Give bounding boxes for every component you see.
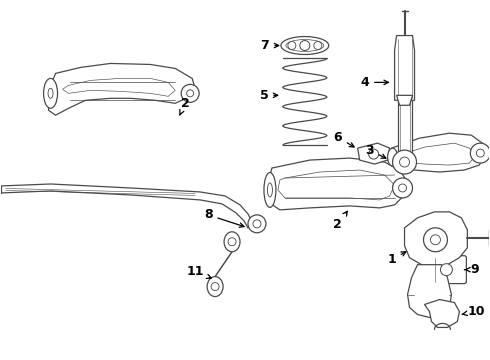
Circle shape [211, 283, 219, 291]
Text: 5: 5 [260, 89, 278, 102]
Polygon shape [396, 95, 413, 105]
Polygon shape [63, 78, 175, 96]
FancyBboxPatch shape [427, 256, 466, 284]
Circle shape [476, 149, 484, 157]
Polygon shape [397, 100, 412, 155]
Polygon shape [388, 133, 484, 172]
Polygon shape [396, 143, 475, 165]
Circle shape [253, 220, 261, 228]
Polygon shape [268, 158, 408, 210]
Text: 10: 10 [462, 305, 485, 318]
Circle shape [398, 184, 407, 192]
Circle shape [181, 84, 199, 102]
Circle shape [368, 149, 379, 159]
Ellipse shape [268, 183, 272, 197]
Polygon shape [394, 36, 415, 100]
Polygon shape [278, 170, 394, 200]
Circle shape [187, 90, 194, 97]
Circle shape [314, 41, 322, 50]
Text: 7: 7 [261, 39, 279, 52]
Text: 6: 6 [333, 131, 354, 147]
Ellipse shape [286, 40, 324, 51]
Circle shape [248, 215, 266, 233]
Polygon shape [424, 300, 460, 328]
Text: 11: 11 [186, 265, 211, 279]
Ellipse shape [44, 78, 57, 108]
Polygon shape [405, 212, 467, 268]
Ellipse shape [48, 88, 53, 98]
Text: 8: 8 [204, 208, 244, 227]
Ellipse shape [281, 37, 329, 54]
Text: 2: 2 [180, 97, 190, 115]
Ellipse shape [224, 232, 240, 252]
Polygon shape [358, 143, 390, 164]
Text: 4: 4 [360, 76, 389, 89]
Text: 2: 2 [333, 211, 347, 231]
Circle shape [470, 143, 490, 163]
Circle shape [392, 178, 413, 198]
Circle shape [288, 41, 296, 50]
Ellipse shape [388, 148, 397, 166]
Circle shape [441, 264, 452, 276]
Circle shape [392, 150, 416, 174]
Text: 1: 1 [387, 252, 406, 266]
Circle shape [228, 238, 236, 246]
Polygon shape [49, 63, 195, 115]
Ellipse shape [264, 172, 276, 207]
Circle shape [431, 235, 441, 245]
Text: 9: 9 [465, 263, 479, 276]
Circle shape [300, 41, 310, 50]
Ellipse shape [207, 276, 223, 297]
Text: 3: 3 [366, 144, 386, 158]
Circle shape [423, 228, 447, 252]
Polygon shape [408, 265, 451, 318]
Circle shape [399, 157, 410, 167]
